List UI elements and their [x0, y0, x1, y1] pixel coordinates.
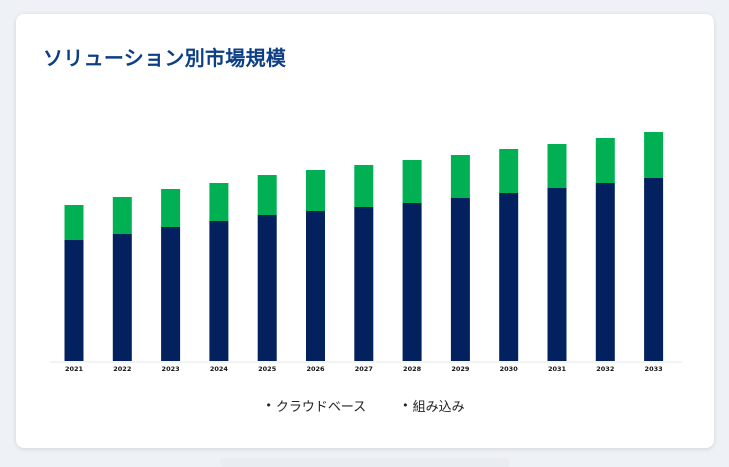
- bar-cloud-2025[interactable]: [257, 215, 277, 361]
- bar-cloud-2027[interactable]: [354, 207, 374, 361]
- x-tick-label-2023: 2023: [162, 365, 180, 373]
- bar-cloud-2033[interactable]: [644, 178, 664, 361]
- bar-cloud-2029[interactable]: [450, 198, 470, 361]
- bar-embedded-2028[interactable]: [402, 160, 422, 203]
- bar-embedded-2024[interactable]: [209, 183, 229, 221]
- bar-embedded-2030[interactable]: [499, 149, 519, 193]
- bar-embedded-2031[interactable]: [547, 144, 567, 188]
- bar-cloud-2031[interactable]: [547, 188, 567, 361]
- bar-cloud-2026[interactable]: [306, 211, 325, 361]
- x-tick-label-2032: 2032: [596, 365, 614, 373]
- legend: • クラウドベース • 組み込み: [16, 396, 714, 415]
- bar-embedded-2021[interactable]: [64, 205, 84, 240]
- bar-cloud-2030[interactable]: [499, 193, 519, 361]
- bar-embedded-2032[interactable]: [595, 138, 615, 183]
- bar-cloud-2028[interactable]: [402, 203, 422, 361]
- footer-shadow: [220, 458, 510, 467]
- bar-embedded-2027[interactable]: [354, 165, 374, 207]
- bar-cloud-2021[interactable]: [64, 240, 84, 361]
- chart-card: ソリューション別市場規模 2021 2022 2023 2024 2025 2026 202…: [16, 14, 714, 448]
- bar-embedded-2023[interactable]: [161, 189, 181, 227]
- bar-cloud-2024[interactable]: [209, 221, 229, 361]
- bar-embedded-2029[interactable]: [450, 155, 470, 198]
- x-tick-label-2025: 2025: [258, 365, 277, 373]
- x-tick-label-2030: 2030: [500, 365, 519, 373]
- x-tick-labels: 2021 2022 2023 2024 2025 2026 2027 2028 2029 2030…: [65, 365, 663, 373]
- bar-embedded-2026[interactable]: [306, 170, 325, 211]
- x-tick-label-2022: 2022: [113, 365, 131, 373]
- x-tick-label-2024: 2024: [210, 365, 229, 373]
- bar-cloud-2023[interactable]: [161, 227, 181, 361]
- bar-cloud-2022[interactable]: [112, 234, 132, 361]
- chart-title: ソリューション別市場規模: [43, 46, 287, 70]
- bar-embedded-2025[interactable]: [257, 175, 277, 215]
- x-tick-label-2029: 2029: [451, 365, 470, 373]
- legend-item-embedded[interactable]: • 組み込み: [402, 396, 465, 415]
- x-tick-label-2028: 2028: [403, 365, 422, 373]
- bar-embedded-2033[interactable]: [644, 132, 664, 178]
- legend-label-embedded: 組み込み: [412, 400, 465, 415]
- legend-label-cloud: クラウドベース: [275, 400, 367, 415]
- bar-group: [64, 132, 664, 361]
- x-tick-label-2026: 2026: [306, 365, 325, 373]
- x-tick-label-2021: 2021: [65, 365, 84, 373]
- x-tick-label-2031: 2031: [548, 365, 567, 373]
- x-tick-label-2027: 2027: [355, 365, 373, 373]
- bar-cloud-2032[interactable]: [595, 183, 615, 361]
- bullet-icon: •: [265, 399, 272, 412]
- legend-item-cloud[interactable]: • クラウドベース: [265, 396, 366, 415]
- bar-chart: 2021 2022 2023 2024 2025 2026 2027 2028 2029 2030…: [50, 132, 682, 373]
- bar-embedded-2022[interactable]: [112, 197, 132, 234]
- x-tick-label-2033: 2033: [645, 365, 663, 373]
- bullet-icon: •: [402, 399, 409, 412]
